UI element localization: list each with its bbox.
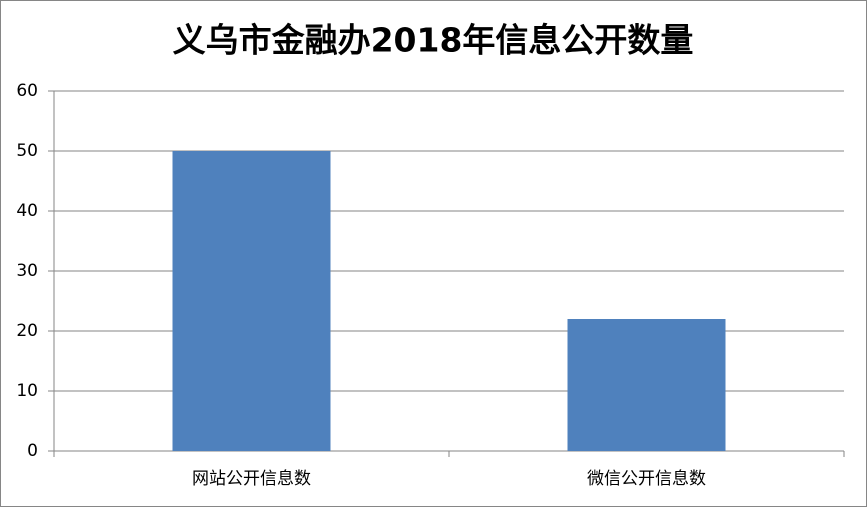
y-tick-label: 20 <box>16 321 38 341</box>
y-tick-label: 10 <box>16 381 38 401</box>
y-tick-label: 60 <box>16 81 38 101</box>
y-tick-label: 50 <box>16 141 38 161</box>
bar <box>567 319 726 451</box>
y-tick-label: 40 <box>16 201 38 221</box>
y-tick-label: 0 <box>27 441 38 461</box>
y-tick-label: 30 <box>16 261 38 281</box>
bar <box>172 151 331 451</box>
chart-title: 义乌市金融办2018年信息公开数量 <box>173 21 694 60</box>
x-tick-label: 微信公开信息数 <box>587 469 706 489</box>
x-tick-label: 网站公开信息数 <box>192 469 311 489</box>
